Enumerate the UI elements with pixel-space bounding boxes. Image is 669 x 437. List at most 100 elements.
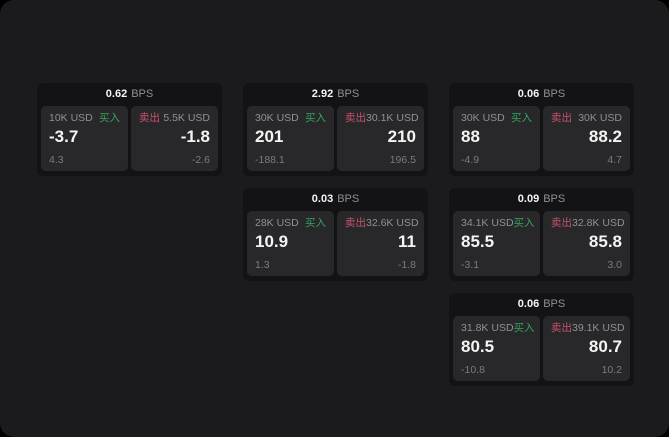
sell-price: -1.8: [180, 126, 210, 146]
sell-sub-value: 196.5: [389, 153, 416, 166]
sell-amount: 30K USD: [578, 112, 622, 124]
buy-price: 201: [255, 126, 284, 146]
buy-price: -3.7: [49, 126, 79, 146]
buy-panel-header: 28K USD 买入: [255, 218, 326, 229]
buy-sub-value: 4.3: [49, 153, 64, 166]
sell-panel[interactable]: 卖出 39.1K USD 80.7 10.2: [543, 316, 630, 381]
quote-panels: 28K USD 买入 10.9 1.3 卖出 32.6K USD 11 -1.8: [247, 211, 424, 276]
buy-panel-header: 10K USD 买入: [49, 113, 120, 124]
quote-panels: 34.1K USD 买入 85.5 -3.1 卖出 32.8K USD 85.8…: [453, 211, 630, 276]
buy-panel-header: 31.8K USD 买入: [461, 322, 535, 334]
bps-unit-label: BPS: [543, 88, 566, 100]
sell-panel-header: 卖出 30.1K USD: [345, 112, 419, 124]
buy-price: 88: [461, 126, 480, 146]
sell-side-label: 卖出: [345, 112, 366, 124]
sell-panel[interactable]: 卖出 32.8K USD 85.8 3.0: [543, 211, 630, 276]
sell-side-label: 卖出: [551, 112, 572, 124]
buy-price: 80.5: [461, 336, 495, 356]
spread-card: 0.62 BPS 10K USD 买入 -3.7 4.3 卖出 5.5K USD…: [37, 83, 222, 176]
sell-side-label: 卖出: [345, 217, 366, 229]
buy-panel[interactable]: 10K USD 买入 -3.7 4.3: [41, 106, 128, 171]
sell-panel[interactable]: 卖出 30K USD 88.2 4.7: [543, 106, 630, 171]
buy-panel[interactable]: 30K USD 买入 201 -188.1: [247, 106, 334, 171]
buy-amount: 30K USD: [461, 112, 505, 124]
sell-amount: 32.6K USD: [366, 217, 419, 229]
buy-side-label: 买入: [511, 112, 532, 124]
buy-sub-value: 1.3: [255, 258, 270, 271]
quote-panels: 10K USD 买入 -3.7 4.3 卖出 5.5K USD -1.8 -2.…: [41, 106, 218, 171]
bps-unit-label: BPS: [337, 88, 360, 100]
sell-side-label: 卖出: [139, 112, 160, 124]
buy-amount: 28K USD: [255, 217, 299, 229]
bps-unit-label: BPS: [337, 193, 360, 205]
sell-sub-value: 4.7: [607, 153, 622, 166]
buy-side-label: 买入: [513, 322, 535, 334]
spread-card: 0.03 BPS 28K USD 买入 10.9 1.3 卖出 32.6K US…: [243, 188, 428, 281]
sell-price: 88.2: [588, 126, 622, 146]
sell-panel[interactable]: 卖出 30.1K USD 210 196.5: [337, 106, 424, 171]
spread-card: 0.06 BPS 31.8K USD 买入 80.5 -10.8 卖出 39.1…: [449, 293, 634, 386]
spread-card: 2.92 BPS 30K USD 买入 201 -188.1 卖出 30.1K …: [243, 83, 428, 176]
sell-panel-header: 卖出 32.6K USD: [345, 217, 419, 229]
sell-price: 210: [387, 126, 416, 146]
buy-side-label: 买入: [99, 112, 120, 124]
sell-price: 80.7: [588, 336, 622, 356]
bps-value: 0.06: [517, 298, 540, 310]
sell-panel-header: 卖出 32.8K USD: [551, 217, 625, 229]
bps-unit-label: BPS: [131, 88, 154, 100]
bps-value: 2.92: [311, 88, 334, 100]
buy-side-label: 买入: [513, 217, 535, 229]
card-header: 0.06 BPS: [453, 293, 630, 316]
sell-amount: 39.1K USD: [572, 322, 625, 334]
buy-panel-header: 30K USD 买入: [461, 113, 532, 124]
buy-amount: 30K USD: [255, 112, 299, 124]
spread-card: 0.06 BPS 30K USD 买入 88 -4.9 卖出 30K USD 8…: [449, 83, 634, 176]
quote-panels: 30K USD 买入 88 -4.9 卖出 30K USD 88.2 4.7: [453, 106, 630, 171]
bps-value: 0.03: [311, 193, 334, 205]
sell-price: 11: [398, 231, 416, 251]
buy-sub-value: -4.9: [461, 153, 480, 166]
sell-sub-value: -1.8: [397, 258, 416, 271]
spread-card: 0.09 BPS 34.1K USD 买入 85.5 -3.1 卖出 32.8K…: [449, 188, 634, 281]
sell-amount: 5.5K USD: [163, 112, 210, 124]
sell-side-label: 卖出: [551, 322, 572, 334]
quote-panels: 30K USD 买入 201 -188.1 卖出 30.1K USD 210 1…: [247, 106, 424, 171]
buy-panel-header: 30K USD 买入: [255, 113, 326, 124]
sell-sub-value: 10.2: [601, 363, 622, 376]
bps-unit-label: BPS: [543, 298, 566, 310]
sell-panel-header: 卖出 39.1K USD: [551, 322, 625, 334]
buy-amount: 34.1K USD: [461, 217, 514, 229]
buy-panel[interactable]: 30K USD 买入 88 -4.9: [453, 106, 540, 171]
sell-amount: 30.1K USD: [366, 112, 419, 124]
sell-panel-header: 卖出 5.5K USD: [139, 113, 210, 124]
card-header: 2.92 BPS: [247, 83, 424, 106]
sell-panel-header: 卖出 30K USD: [551, 113, 622, 124]
quote-cards-grid: 0.62 BPS 10K USD 买入 -3.7 4.3 卖出 5.5K USD…: [37, 83, 634, 386]
buy-amount: 10K USD: [49, 112, 93, 124]
buy-price: 85.5: [461, 231, 495, 251]
buy-panel[interactable]: 31.8K USD 买入 80.5 -10.8: [453, 316, 540, 381]
buy-price: 10.9: [255, 231, 289, 251]
buy-panel-header: 34.1K USD 买入: [461, 217, 535, 229]
bps-unit-label: BPS: [543, 193, 566, 205]
buy-panel[interactable]: 28K USD 买入 10.9 1.3: [247, 211, 334, 276]
sell-panel[interactable]: 卖出 5.5K USD -1.8 -2.6: [131, 106, 218, 171]
bps-value: 0.62: [105, 88, 128, 100]
card-header: 0.03 BPS: [247, 188, 424, 211]
sell-price: 85.8: [588, 231, 622, 251]
sell-panel[interactable]: 卖出 32.6K USD 11 -1.8: [337, 211, 424, 276]
card-header: 0.06 BPS: [453, 83, 630, 106]
buy-sub-value: -188.1: [255, 153, 285, 166]
card-header: 0.09 BPS: [453, 188, 630, 211]
buy-sub-value: -3.1: [461, 258, 480, 271]
bps-value: 0.09: [517, 193, 540, 205]
buy-amount: 31.8K USD: [461, 322, 514, 334]
sell-sub-value: 3.0: [607, 258, 622, 271]
bps-value: 0.06: [517, 88, 540, 100]
sell-sub-value: -2.6: [191, 153, 210, 166]
sell-side-label: 卖出: [551, 217, 572, 229]
sell-amount: 32.8K USD: [572, 217, 625, 229]
card-header: 0.62 BPS: [41, 83, 218, 106]
buy-panel[interactable]: 34.1K USD 买入 85.5 -3.1: [453, 211, 540, 276]
